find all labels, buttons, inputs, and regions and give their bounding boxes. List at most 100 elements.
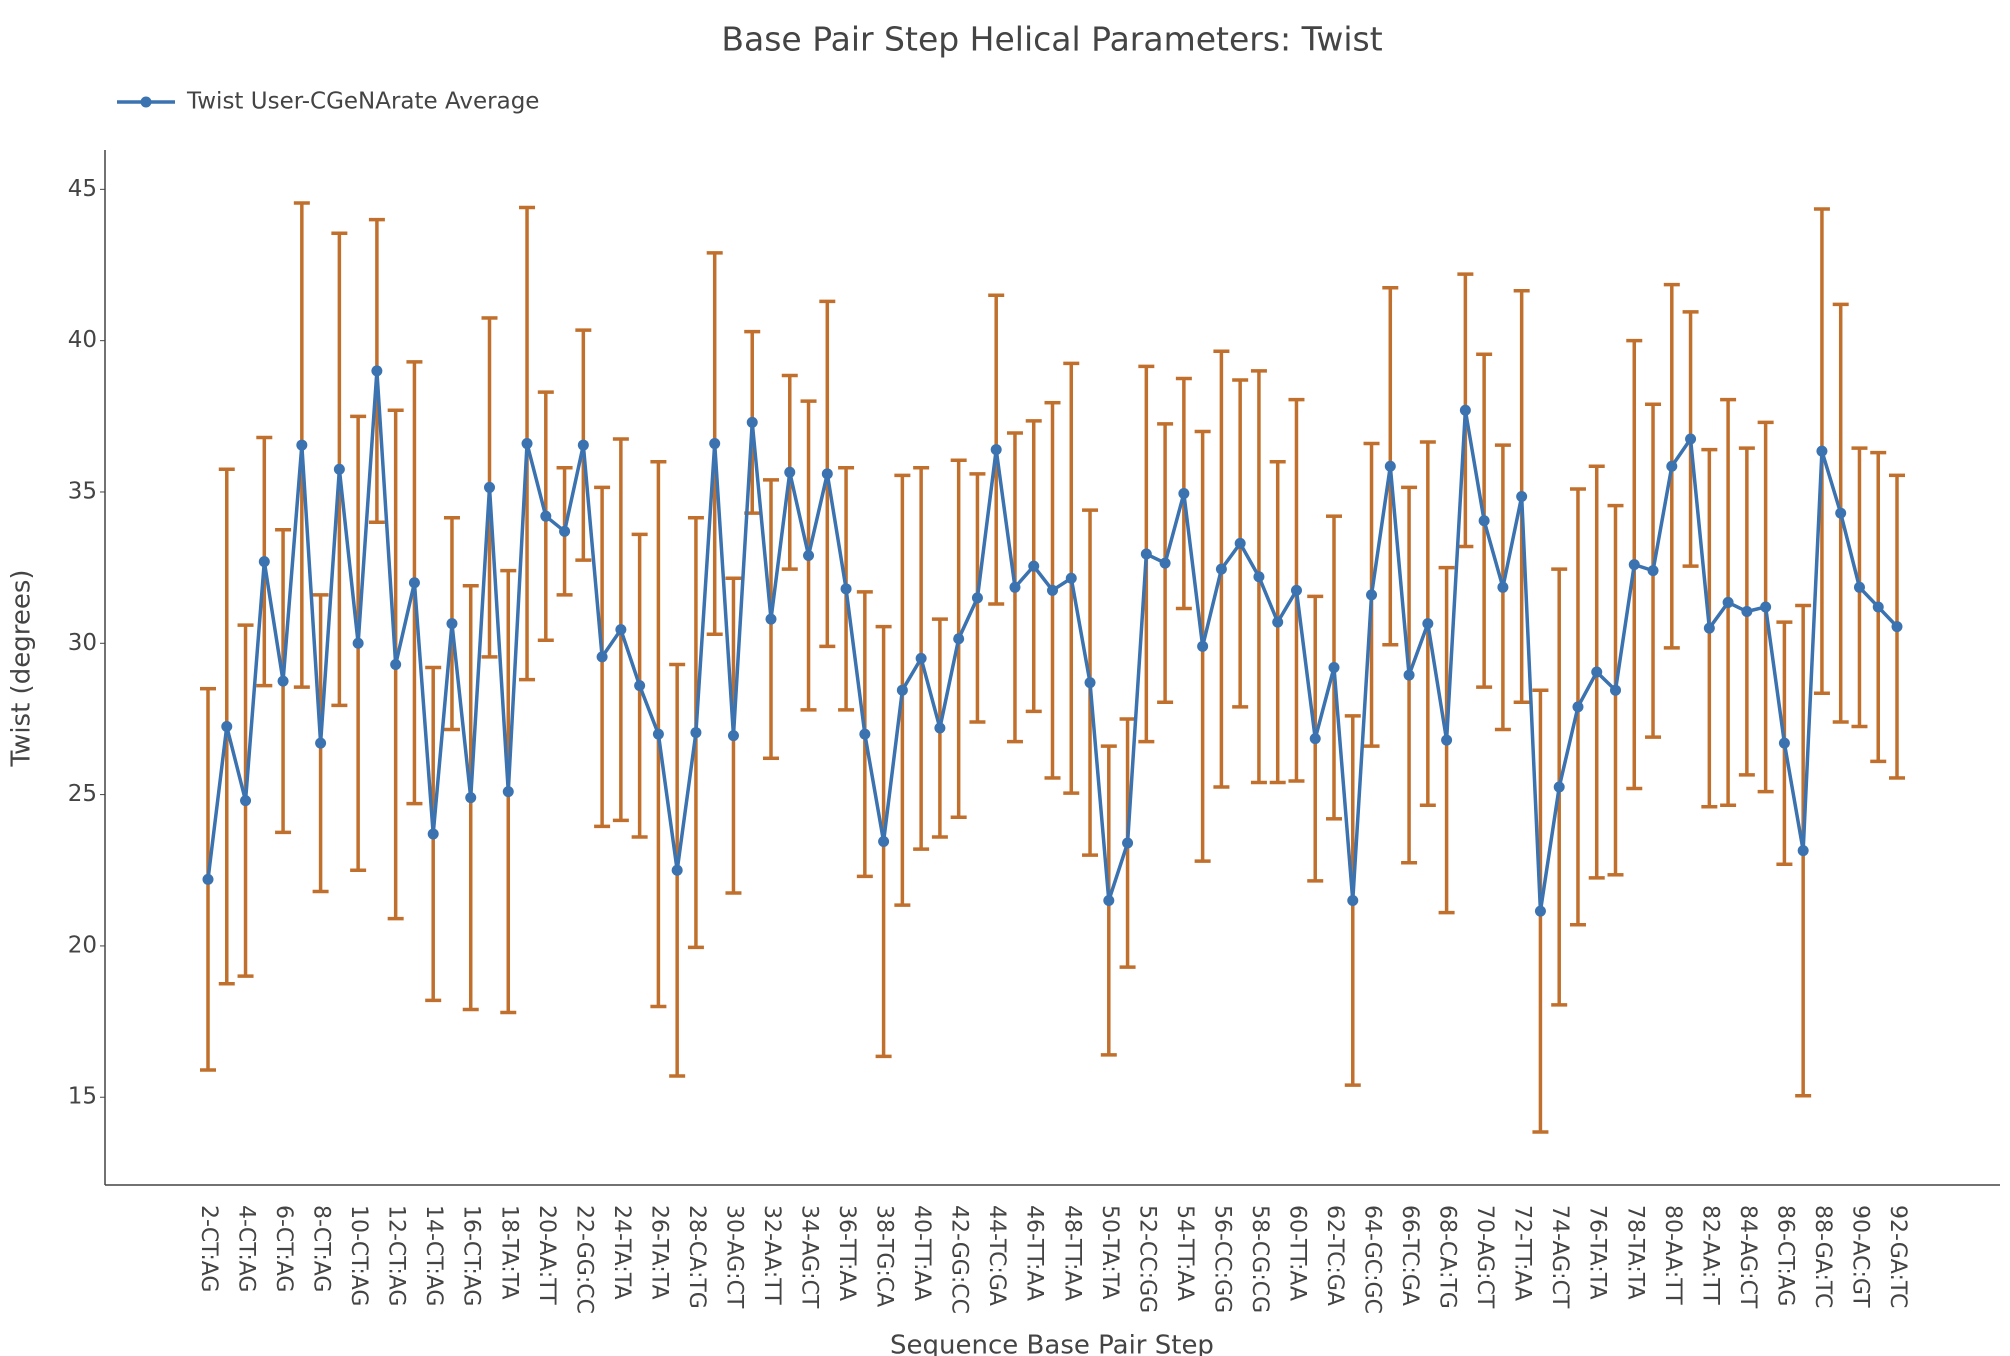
chart-title: Base Pair Step Helical Parameters: Twist (721, 20, 1382, 59)
marker (1722, 596, 1734, 608)
marker (746, 416, 758, 428)
marker (971, 592, 983, 604)
x-tick-label: 38-TG:CA (872, 1205, 897, 1307)
x-tick-label: 24-TA:TA (609, 1205, 634, 1300)
marker (878, 836, 890, 848)
x-tick-label: 34-AG:CT (797, 1205, 822, 1309)
x-tick-label: 80-AA:TT (1660, 1205, 1685, 1305)
marker (1572, 701, 1584, 713)
x-tick-label: 70-AG:CT (1472, 1205, 1497, 1309)
y-tick-label: 20 (68, 932, 97, 958)
x-tick-label: 18-TA:TA (496, 1205, 521, 1300)
marker (1666, 460, 1678, 472)
marker (1065, 572, 1077, 584)
marker (1028, 560, 1040, 572)
marker (1197, 640, 1209, 652)
marker (1272, 616, 1284, 628)
marker (296, 439, 308, 451)
x-tick-label: 50-TA:TA (1097, 1205, 1122, 1300)
marker (784, 466, 796, 478)
x-tick-label: 92-GA:TC (1885, 1205, 1910, 1308)
marker (559, 525, 571, 537)
marker (371, 365, 383, 377)
marker (1610, 684, 1621, 696)
marker (1591, 666, 1603, 678)
marker (333, 463, 345, 475)
marker (1441, 734, 1453, 746)
marker (221, 721, 233, 733)
marker (408, 577, 420, 589)
x-tick-label: 40-TT:AA (909, 1205, 934, 1301)
x-tick-label: 42-GG:CC (947, 1205, 972, 1314)
x-tick-label: 14-CT:AG (421, 1205, 446, 1306)
marker (709, 438, 721, 450)
marker (521, 438, 533, 450)
y-tick-label: 35 (68, 478, 97, 504)
marker (1140, 548, 1152, 560)
marker (484, 481, 495, 493)
marker (258, 556, 270, 568)
y-tick-label: 25 (68, 781, 97, 807)
marker (803, 550, 815, 562)
marker (1234, 537, 1246, 549)
marker (1778, 737, 1790, 749)
x-tick-label: 16-CT:AG (459, 1205, 484, 1306)
marker (390, 658, 402, 670)
legend-marker (140, 96, 152, 108)
marker (577, 439, 589, 451)
marker (859, 728, 871, 740)
x-tick-label: 36-TT:AA (834, 1205, 859, 1301)
marker (1835, 507, 1847, 519)
x-tick-label: 84-AG:CT (1735, 1205, 1760, 1309)
marker (671, 864, 683, 876)
x-tick-label: 90-AC:GT (1847, 1205, 1872, 1308)
x-tick-label: 76-TA:TA (1585, 1205, 1610, 1300)
x-tick-label: 6-CT:AG (271, 1205, 296, 1292)
x-tick-label: 44-TC:GA (984, 1205, 1009, 1306)
marker (502, 786, 514, 798)
marker (1553, 781, 1565, 793)
x-tick-label: 22-GG:CC (571, 1205, 596, 1314)
marker (1760, 601, 1772, 613)
marker (1516, 491, 1528, 503)
marker (1009, 581, 1021, 593)
marker (1741, 606, 1753, 618)
marker (1290, 584, 1302, 596)
marker (240, 795, 252, 807)
marker (1703, 622, 1715, 634)
x-axis-title: Sequence Base Pair Step (890, 1331, 1214, 1356)
x-tick-label: 30-AG:CT (721, 1205, 746, 1309)
marker (1628, 559, 1640, 571)
marker (427, 828, 439, 840)
x-tick-label: 74-AG:CT (1547, 1205, 1572, 1309)
marker (1215, 563, 1227, 575)
x-tick-label: 62-TC:GA (1322, 1205, 1347, 1306)
marker (540, 510, 552, 522)
marker (821, 468, 833, 480)
x-tick-label: 78-TA:TA (1622, 1205, 1647, 1300)
x-tick-label: 10-CT:AG (346, 1205, 371, 1306)
marker (1384, 460, 1396, 472)
marker (934, 722, 946, 734)
marker (615, 624, 627, 636)
x-tick-label: 12-CT:AG (384, 1205, 409, 1306)
x-tick-label: 8-CT:AG (309, 1205, 334, 1292)
marker (840, 583, 852, 595)
x-tick-label: 46-TT:AA (1022, 1205, 1047, 1301)
x-tick-label: 32-AA:TT (759, 1205, 784, 1305)
marker (1084, 677, 1096, 689)
marker (652, 728, 664, 740)
marker (315, 737, 327, 749)
y-tick-label: 15 (68, 1084, 97, 1110)
marker (1347, 895, 1359, 907)
marker (1534, 905, 1546, 917)
marker (1366, 589, 1378, 601)
x-tick-label: 2-CT:AG (196, 1205, 221, 1292)
marker (690, 727, 702, 739)
marker (634, 680, 646, 692)
marker (465, 792, 477, 804)
x-tick-label: 86-CT:AG (1772, 1205, 1797, 1306)
y-tick-label: 30 (68, 630, 97, 656)
marker (1403, 669, 1415, 681)
